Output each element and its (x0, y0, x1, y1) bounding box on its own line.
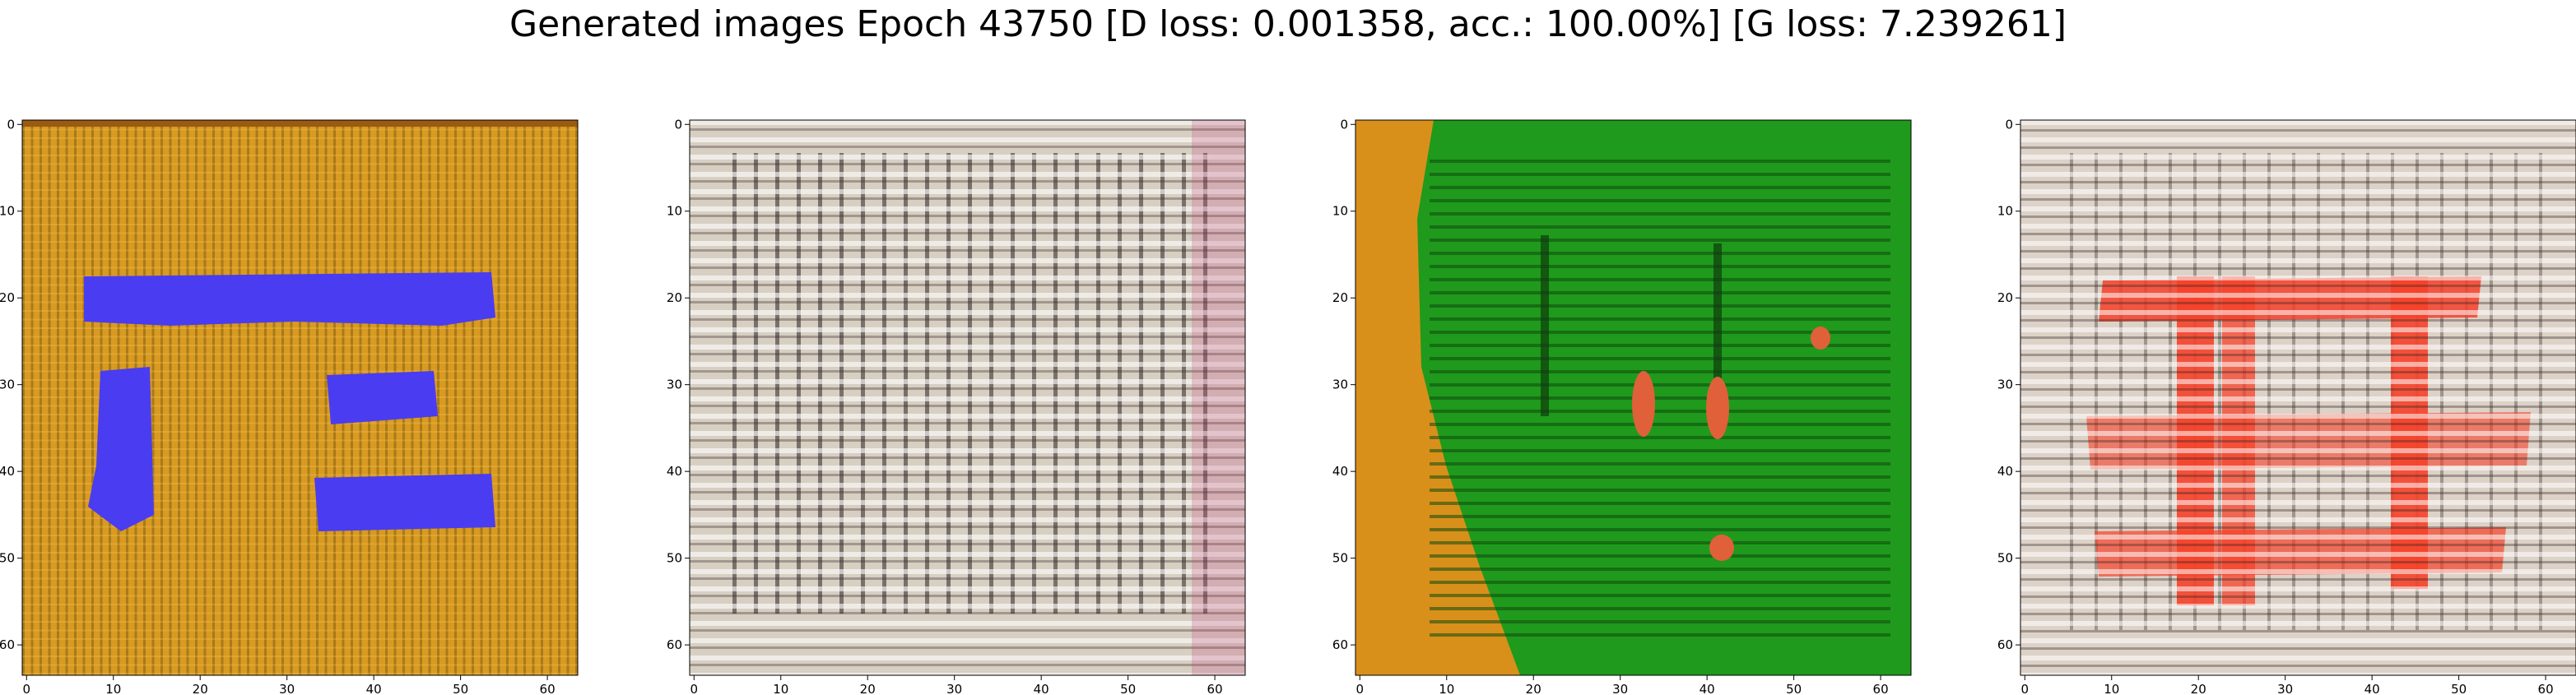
figure-title: Generated images Epoch 43750 [D loss: 0.… (509, 3, 2067, 45)
y-tick-label: 0 (1340, 117, 1348, 132)
y-tick-label: 20 (1332, 290, 1348, 305)
y-tick-label: 30 (667, 378, 682, 392)
x-tick-label: 60 (1873, 682, 1889, 695)
y-tick-label: 10 (667, 204, 682, 219)
x-tick-label: 40 (2364, 682, 2380, 695)
panel-2-svg: 0 10 20 30 40 50 60 0 10 20 30 40 50 60 (667, 117, 1246, 695)
y-tick-label: 40 (0, 464, 15, 479)
x-tick-label: 60 (540, 682, 556, 695)
panel-2-axes: 0 10 20 30 40 50 60 0 10 20 30 40 50 60 (667, 117, 1223, 695)
y-tick-label: 0 (7, 117, 15, 132)
x-tick-label: 30 (946, 682, 962, 695)
generated-image-panel-2: 0 10 20 30 40 50 60 0 10 20 30 40 50 60 (667, 117, 1246, 695)
generated-image-panel-1: 0 10 20 30 40 50 60 0 10 20 30 40 50 60 (0, 117, 579, 695)
y-tick-label: 10 (1332, 204, 1348, 219)
x-tick-label: 30 (279, 682, 295, 695)
panel-3-spot-4 (1811, 327, 1830, 350)
x-tick-label: 10 (2104, 682, 2119, 695)
y-tick-label: 30 (0, 378, 15, 392)
y-tick-label: 60 (0, 637, 15, 652)
generated-image-panel-4: 0 10 20 30 40 50 60 0 10 20 30 40 50 60 (1997, 117, 2576, 695)
x-tick-label: 40 (1034, 682, 1049, 695)
x-tick-label: 10 (1439, 682, 1454, 695)
y-tick-label: 40 (1332, 464, 1348, 479)
panel-4-axes: 0 10 20 30 40 50 60 0 10 20 30 40 50 60 (1997, 117, 2554, 695)
x-tick-label: 50 (2451, 682, 2467, 695)
panel-1-blob-top (84, 272, 495, 326)
y-tick-label: 0 (674, 117, 682, 132)
y-tick-label: 30 (1332, 378, 1348, 392)
y-tick-label: 0 (2005, 117, 2013, 132)
x-tick-label: 50 (453, 682, 468, 695)
y-tick-label: 50 (0, 551, 15, 566)
x-tick-label: 20 (860, 682, 876, 695)
y-tick-label: 20 (1997, 290, 2013, 305)
y-tick-label: 10 (0, 204, 15, 219)
y-tick-label: 50 (1332, 551, 1348, 566)
x-tick-label: 20 (1526, 682, 1541, 695)
x-tick-label: 20 (193, 682, 208, 695)
x-tick-label: 30 (1612, 682, 1628, 695)
y-tick-label: 40 (1997, 464, 2013, 479)
panel-3-axes: 0 10 20 30 40 50 60 0 10 20 30 40 50 60 (1332, 117, 1889, 695)
x-tick-label: 10 (773, 682, 788, 695)
y-tick-label: 60 (1997, 637, 2013, 652)
x-tick-label: 10 (105, 682, 121, 695)
y-tick-label: 60 (1332, 637, 1348, 652)
y-tick-label: 50 (1997, 551, 2013, 566)
x-tick-label: 50 (1120, 682, 1136, 695)
y-tick-label: 20 (0, 290, 15, 305)
panel-3-svg: 0 10 20 30 40 50 60 0 10 20 30 40 50 60 (1332, 117, 1912, 695)
panel-3-spot-2 (1706, 377, 1729, 439)
panel-1-svg: 0 10 20 30 40 50 60 0 10 20 30 40 50 60 (0, 117, 579, 695)
x-tick-label: 0 (2021, 682, 2030, 695)
x-tick-label: 60 (2538, 682, 2554, 695)
generated-image-panel-3: 0 10 20 30 40 50 60 0 10 20 30 40 50 60 (1332, 117, 1912, 695)
x-tick-label: 40 (1700, 682, 1715, 695)
x-tick-label: 0 (1356, 682, 1365, 695)
panel-3-spot-3 (1709, 535, 1734, 561)
panel-4-svg: 0 10 20 30 40 50 60 0 10 20 30 40 50 60 (1997, 117, 2576, 695)
x-tick-label: 50 (1786, 682, 1802, 695)
panel-3-left-edge (1355, 120, 1520, 675)
x-tick-label: 0 (23, 682, 31, 695)
x-tick-label: 60 (1207, 682, 1223, 695)
y-tick-label: 20 (667, 290, 682, 305)
x-tick-label: 40 (366, 682, 382, 695)
x-tick-label: 0 (690, 682, 699, 695)
y-tick-label: 50 (667, 551, 682, 566)
y-tick-label: 10 (1997, 204, 2013, 219)
panel-3-spot-1 (1632, 371, 1655, 437)
panel-1-blob-left (88, 367, 154, 531)
panel-1-axes: 0 10 20 30 40 50 60 0 10 20 30 40 50 60 (0, 117, 556, 695)
x-tick-label: 20 (2191, 682, 2206, 695)
y-tick-label: 30 (1997, 378, 2013, 392)
y-tick-label: 60 (667, 637, 682, 652)
panel-1-blob-bottom (314, 474, 495, 531)
panel-1-blob-mid (327, 371, 438, 424)
x-tick-label: 30 (2277, 682, 2293, 695)
y-tick-label: 40 (667, 464, 682, 479)
